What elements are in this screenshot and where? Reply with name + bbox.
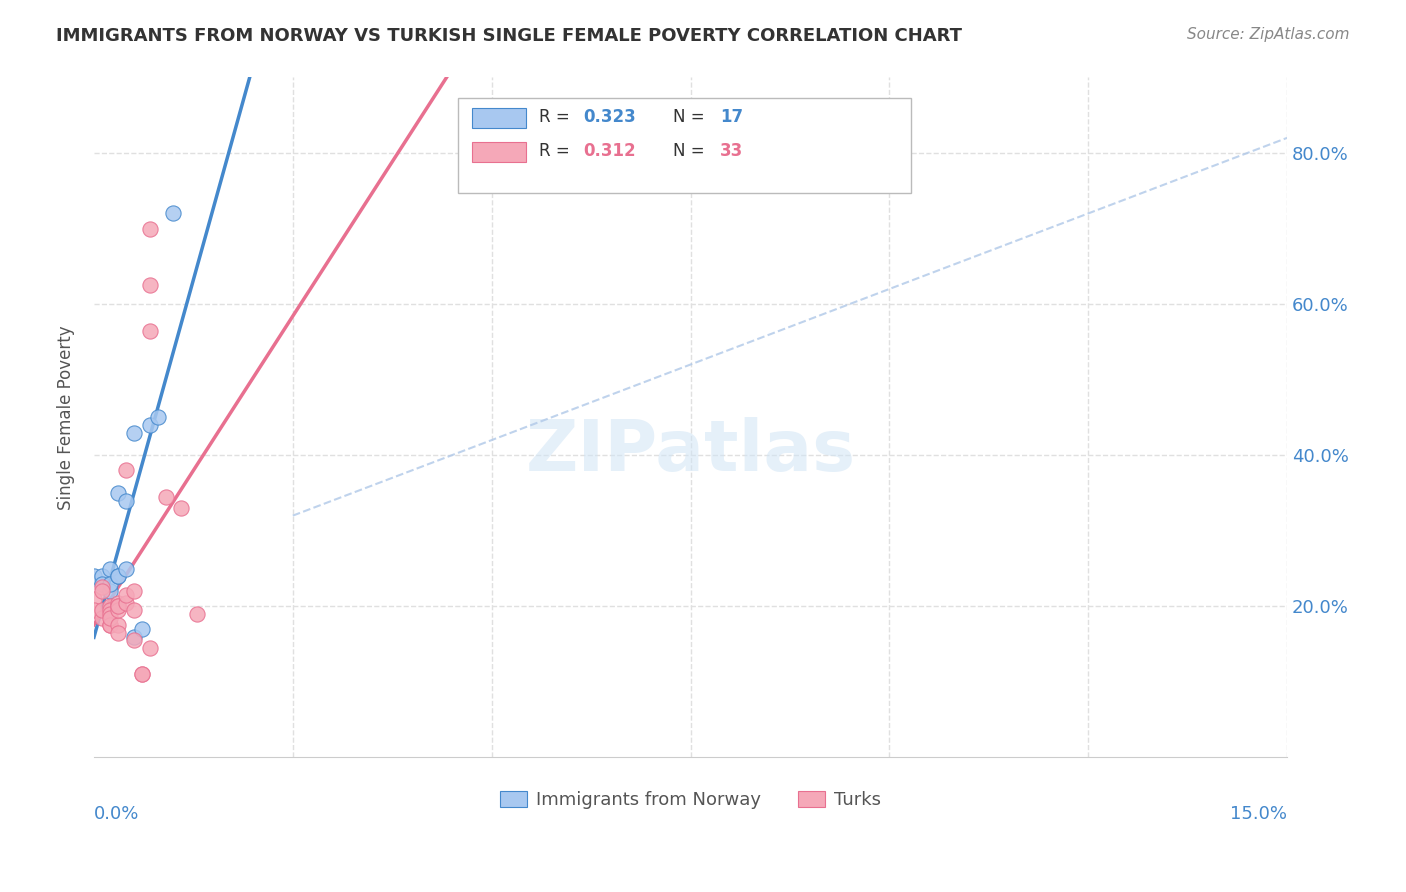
Point: [114, 595, 136, 609]
Text: 0.312: 0.312: [583, 142, 636, 160]
Text: 15.0%: 15.0%: [1230, 805, 1286, 823]
Y-axis label: Single Female Poverty: Single Female Poverty: [58, 325, 75, 509]
Text: 0.323: 0.323: [583, 108, 636, 126]
Point: [122, 603, 145, 617]
Point: [131, 667, 153, 681]
Point: [162, 206, 184, 220]
FancyBboxPatch shape: [472, 108, 526, 128]
Point: [107, 625, 129, 640]
Text: N =: N =: [672, 108, 710, 126]
FancyBboxPatch shape: [458, 98, 911, 193]
Point: [98, 618, 121, 632]
Point: [138, 640, 160, 655]
Point: [90, 603, 112, 617]
Point: [90, 584, 112, 599]
Point: [107, 599, 129, 614]
Point: [107, 569, 129, 583]
Point: [122, 584, 145, 599]
Point: [138, 417, 160, 432]
Point: [114, 463, 136, 477]
Point: [155, 490, 177, 504]
Legend: Immigrants from Norway, Turks: Immigrants from Norway, Turks: [494, 784, 889, 816]
Point: [90, 610, 112, 624]
Point: [83, 591, 105, 606]
Point: [146, 410, 169, 425]
Point: [122, 425, 145, 440]
Point: [90, 569, 112, 583]
Point: [90, 576, 112, 591]
Point: [98, 607, 121, 621]
Point: [83, 603, 105, 617]
Point: [107, 618, 129, 632]
FancyBboxPatch shape: [472, 142, 526, 162]
Point: [98, 610, 121, 624]
Point: [138, 221, 160, 235]
Point: [114, 561, 136, 575]
Point: [98, 584, 121, 599]
Point: [107, 486, 129, 500]
Point: [131, 667, 153, 681]
Point: [114, 493, 136, 508]
Point: [98, 618, 121, 632]
Text: R =: R =: [538, 108, 575, 126]
Point: [90, 581, 112, 595]
Text: Source: ZipAtlas.com: Source: ZipAtlas.com: [1187, 27, 1350, 42]
Text: 17: 17: [720, 108, 744, 126]
Point: [122, 633, 145, 648]
Point: [107, 595, 129, 609]
Point: [107, 569, 129, 583]
Text: 0.0%: 0.0%: [94, 805, 139, 823]
Point: [98, 561, 121, 575]
Text: IMMIGRANTS FROM NORWAY VS TURKISH SINGLE FEMALE POVERTY CORRELATION CHART: IMMIGRANTS FROM NORWAY VS TURKISH SINGLE…: [56, 27, 962, 45]
Point: [98, 599, 121, 614]
Point: [170, 501, 193, 516]
Point: [186, 607, 208, 621]
Text: ZIPatlas: ZIPatlas: [526, 417, 856, 486]
Point: [98, 603, 121, 617]
Point: [122, 630, 145, 644]
Point: [131, 622, 153, 636]
Text: 33: 33: [720, 142, 744, 160]
Point: [114, 588, 136, 602]
Point: [138, 278, 160, 293]
Point: [107, 599, 129, 614]
Point: [83, 569, 105, 583]
Point: [138, 324, 160, 338]
Text: R =: R =: [538, 142, 575, 160]
Point: [107, 603, 129, 617]
Point: [98, 576, 121, 591]
Text: N =: N =: [672, 142, 710, 160]
